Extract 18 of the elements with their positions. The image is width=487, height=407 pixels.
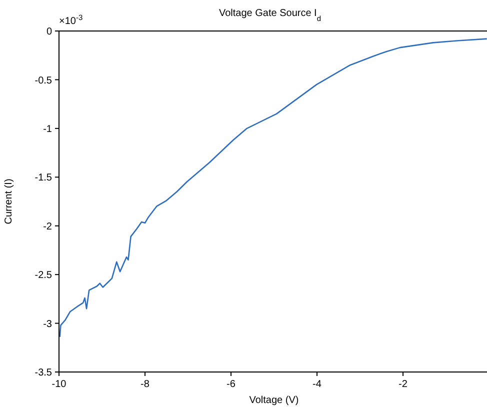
line-series [59,38,487,338]
y-tick-label: -0.5 [34,75,52,86]
x-tick-label: -4 [312,379,322,390]
y-tick-label: -2 [43,221,52,232]
x-tick-label: -6 [226,379,236,390]
y-tick-label: -3 [43,318,52,330]
x-tick-label: -10 [52,379,67,390]
text: ×10$^{-3}$ [59,12,83,27]
x-axis-title: Voltage (V) [249,395,299,406]
y-axis-title: Current (I) [4,178,15,224]
x-tick-label: -8 [140,379,150,390]
x-tick-label: -2 [398,379,408,390]
y-tick-label: -1 [43,124,52,135]
y-tick-label: 0 [46,26,52,38]
y-tick-label: -2.5 [34,270,52,282]
y-tick-label: -3.5 [34,368,52,379]
y-tick-label: -1.5 [34,172,52,184]
chart-title: Voltage Gate Source I$_{d}$ [218,8,322,22]
